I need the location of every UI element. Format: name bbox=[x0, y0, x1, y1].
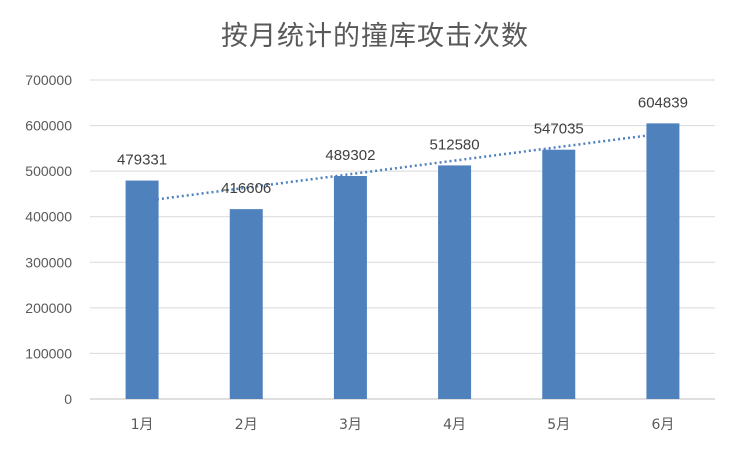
y-axis-ticks: 0 100000 200000 300000 400000 500000 600000 700… bbox=[25, 72, 72, 407]
bar bbox=[646, 123, 680, 400]
bar-layer bbox=[125, 123, 680, 400]
chart-title: 按月统计的撞库攻击次数 bbox=[221, 21, 529, 52]
x-category-label: 5月 bbox=[547, 417, 570, 433]
data-label-layer: 479331 416606 489302 512580 547035 604839 bbox=[117, 94, 688, 197]
trendline bbox=[141, 132, 664, 203]
bar bbox=[333, 176, 367, 399]
data-label: 604839 bbox=[638, 94, 688, 111]
data-label: 512580 bbox=[430, 136, 480, 153]
x-category-label: 1月 bbox=[131, 417, 154, 433]
data-label: 489302 bbox=[325, 147, 375, 164]
y-tick-label: 0 bbox=[64, 391, 72, 407]
y-tick-label: 200000 bbox=[25, 300, 72, 316]
data-label: 416606 bbox=[221, 180, 271, 197]
grid-layer bbox=[90, 79, 715, 400]
data-label: 547035 bbox=[534, 121, 584, 138]
y-tick-label: 500000 bbox=[25, 163, 72, 179]
y-tick-label: 100000 bbox=[25, 345, 72, 361]
bar bbox=[542, 149, 576, 399]
y-tick-label: 400000 bbox=[25, 209, 72, 225]
y-tick-label: 600000 bbox=[25, 118, 72, 134]
bar bbox=[125, 180, 159, 399]
y-tick-label: 700000 bbox=[25, 72, 72, 88]
data-label: 479331 bbox=[117, 152, 167, 169]
x-axis-categories: 1月 2月 3月 4月 5月 6月 bbox=[131, 417, 675, 433]
bar bbox=[438, 165, 472, 399]
x-category-label: 2月 bbox=[235, 417, 258, 433]
x-category-label: 4月 bbox=[443, 417, 466, 433]
y-tick-label: 300000 bbox=[25, 254, 72, 270]
bar bbox=[229, 209, 263, 399]
trendline-layer bbox=[141, 132, 664, 203]
x-category-label: 6月 bbox=[651, 417, 674, 433]
x-category-label: 3月 bbox=[339, 417, 362, 433]
